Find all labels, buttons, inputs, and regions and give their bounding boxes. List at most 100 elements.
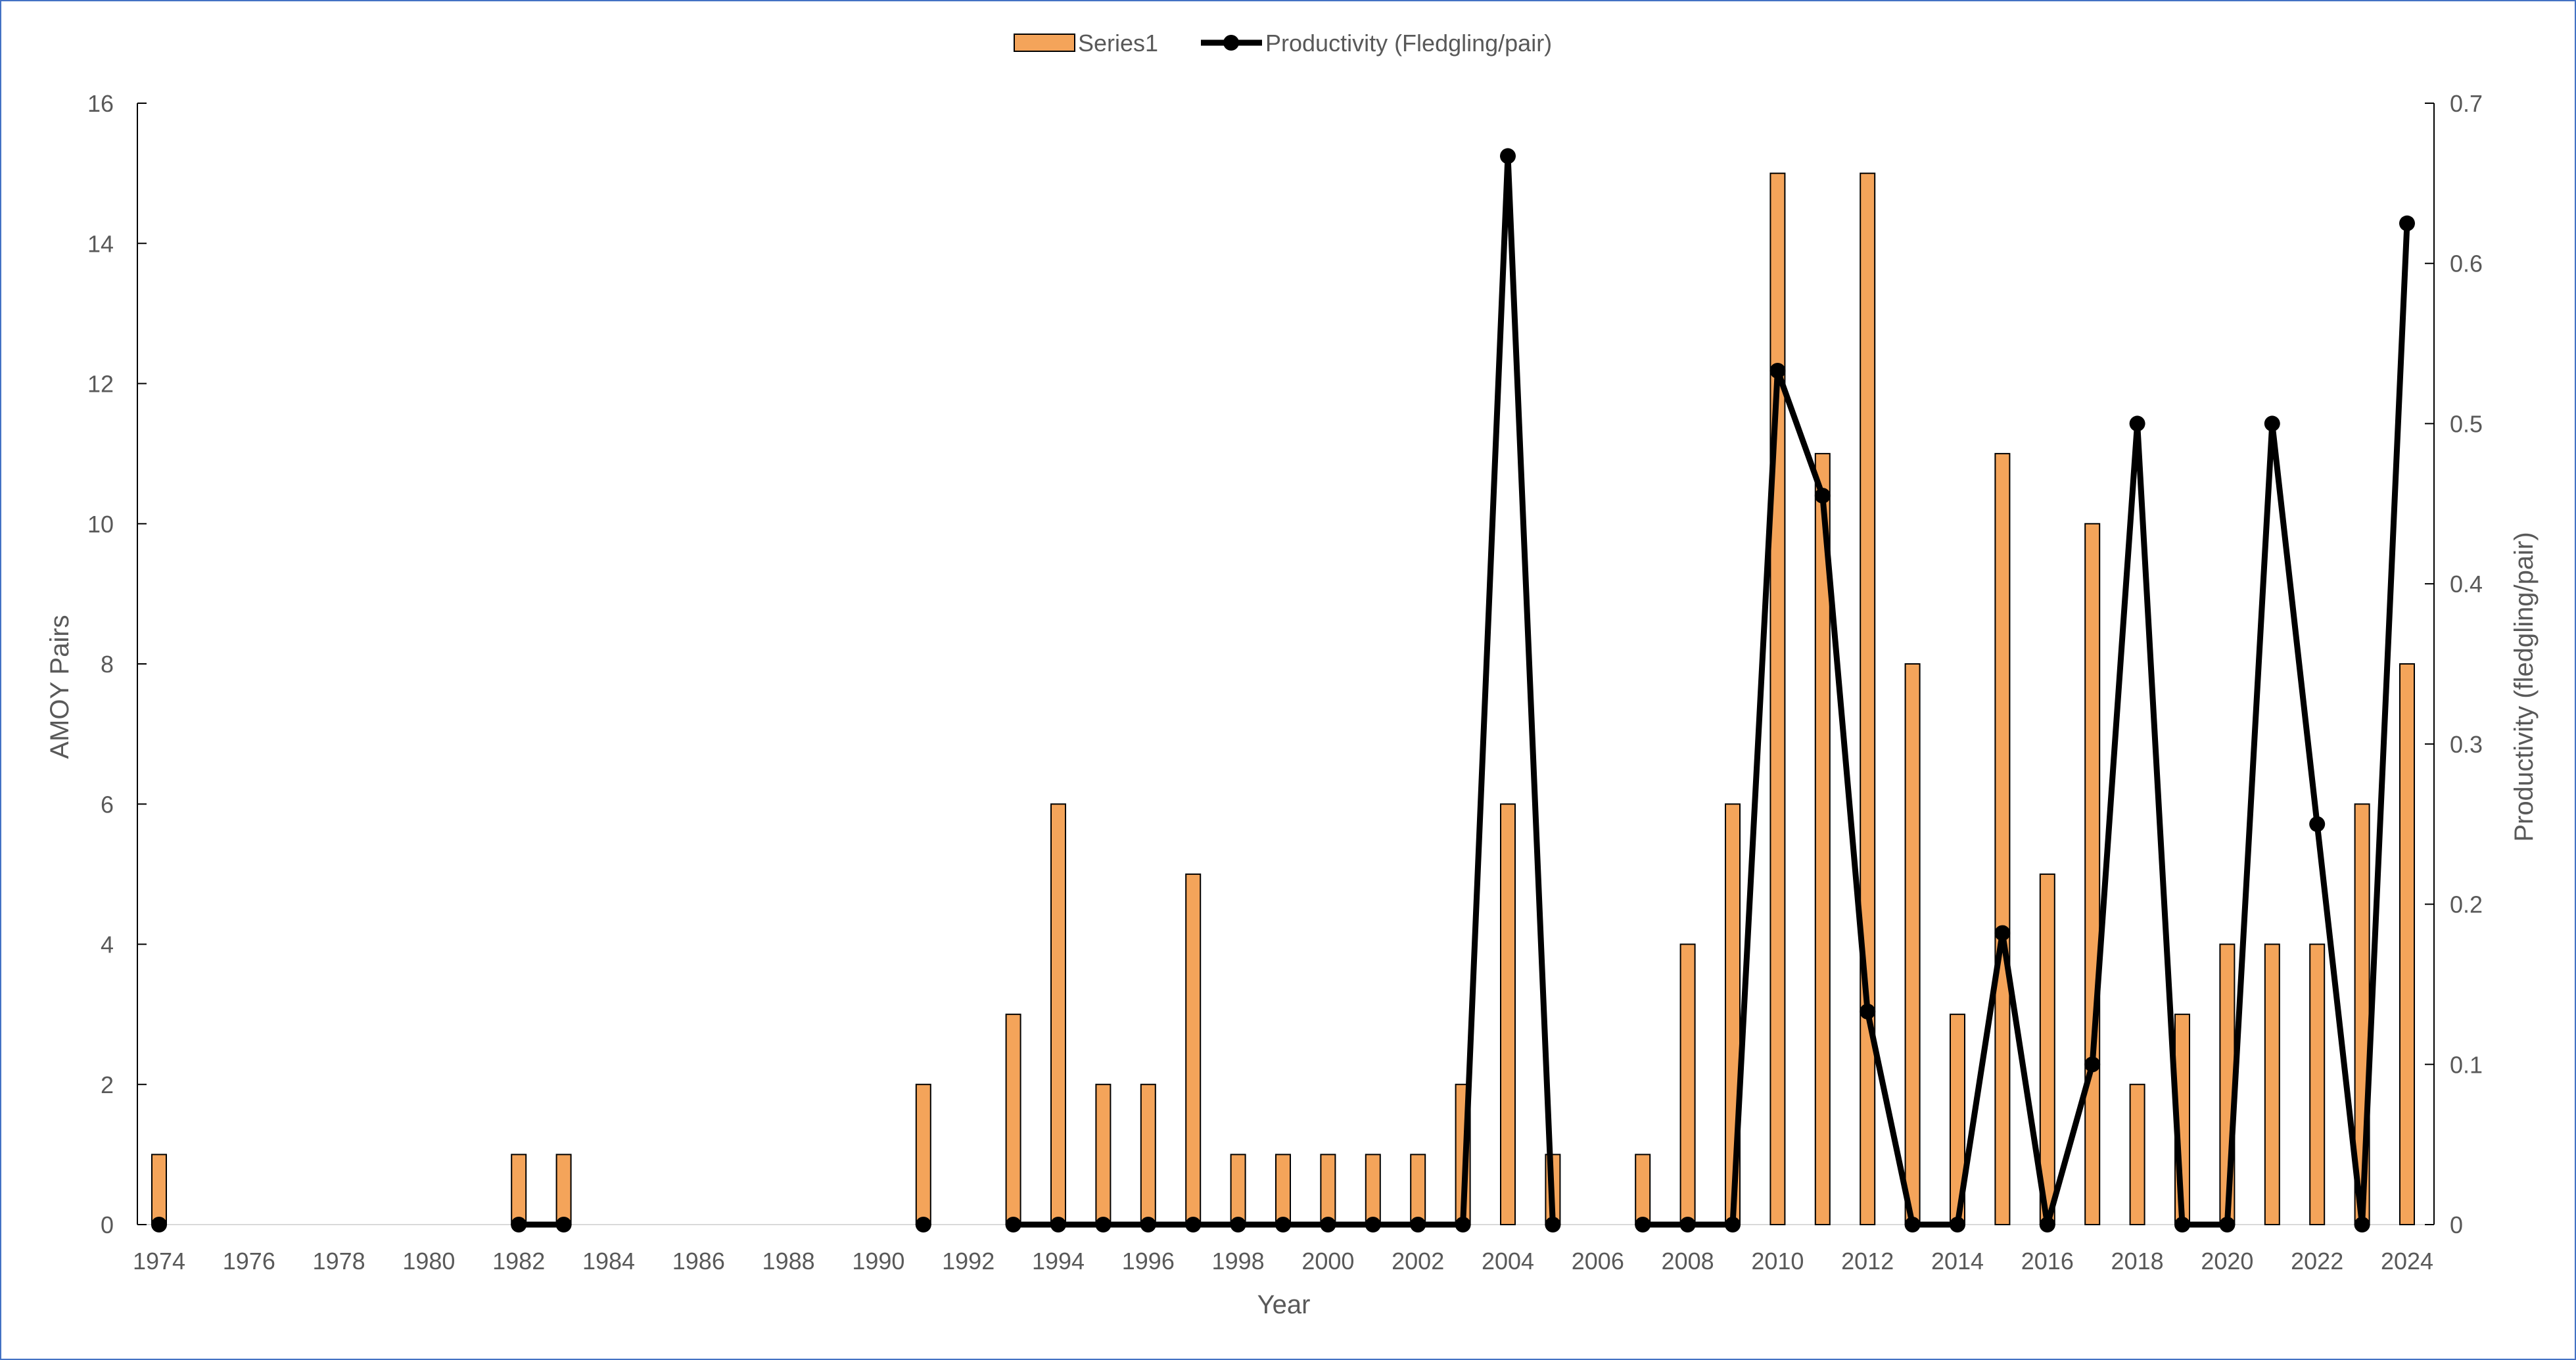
bar [1140, 1083, 1156, 1225]
y-tick-label-right: 0.7 [2450, 90, 2483, 117]
y-tick-label-right: 0.6 [2450, 250, 2483, 277]
x-tick-label: 2008 [1662, 1248, 1714, 1275]
bar [1635, 1154, 1651, 1225]
x-axis-title: Year [1257, 1290, 1311, 1319]
y-tick-label-left: 8 [101, 651, 114, 678]
legend-label-series1: Series1 [1078, 30, 1158, 57]
bar-series [151, 172, 2415, 1225]
line-point [1500, 148, 1516, 164]
line-segment [1013, 152, 1556, 1228]
line-point [915, 1217, 931, 1232]
tick-labels: 0 2 4 6 8 10 12 14 16 0 0.1 0.2 0.3 0.4 0.5 0.6 0.7 1974 1… [87, 90, 2483, 1275]
line-point [1994, 925, 2011, 941]
bar [151, 1154, 167, 1225]
bar [1860, 172, 1876, 1225]
y-tick-label-left: 10 [87, 511, 114, 538]
line-point [1679, 1217, 1696, 1232]
x-tick-label: 1990 [852, 1248, 904, 1275]
line-point [1230, 1217, 1246, 1232]
bar [1814, 453, 1831, 1225]
line-point [1769, 363, 1786, 379]
bar [1904, 663, 1921, 1225]
bar [2264, 943, 2280, 1225]
x-tick-label: 2016 [2021, 1248, 2074, 1275]
line-point [1410, 1217, 1426, 1232]
bar [1185, 873, 1202, 1225]
x-tick-label: 1978 [313, 1248, 365, 1275]
x-tick-label: 2004 [1482, 1248, 1534, 1275]
x-tick-label: 1988 [762, 1248, 815, 1275]
y-tick-label-left: 4 [101, 931, 114, 958]
y-tick-label-left: 16 [87, 90, 114, 117]
line-point [1005, 1217, 1021, 1232]
legend-swatch-series1 [1014, 34, 1075, 52]
x-tick-label: 2000 [1301, 1248, 1354, 1275]
bar [1275, 1154, 1291, 1225]
line-point [511, 1217, 527, 1232]
line-point [1140, 1217, 1156, 1232]
line-point [2309, 816, 2326, 832]
line-point [1950, 1217, 1965, 1232]
bar [511, 1154, 527, 1225]
x-tick-label: 1984 [582, 1248, 635, 1275]
line-point [2399, 215, 2415, 231]
line-point [1365, 1217, 1381, 1232]
bar [2084, 523, 2101, 1225]
x-tick-label: 2024 [2381, 1248, 2433, 1275]
line-point [2084, 1056, 2101, 1073]
line-point [1904, 1217, 1921, 1232]
x-tick-label: 2014 [1931, 1248, 1984, 1275]
x-tick-label: 2022 [2291, 1248, 2343, 1275]
line-series [151, 148, 2415, 1232]
bar [1095, 1083, 1112, 1225]
bar [555, 1154, 572, 1225]
line-point [1275, 1217, 1291, 1232]
x-tick-label: 2010 [1751, 1248, 1804, 1275]
line-point [1455, 1217, 1471, 1232]
y-tick-label-left: 0 [101, 1211, 114, 1238]
y-tick-label-left: 6 [101, 791, 114, 818]
y-tick-label-right: 0.1 [2450, 1051, 2483, 1078]
line-point [2354, 1217, 2370, 1232]
line-point [1185, 1217, 1202, 1232]
bar [1005, 1014, 1021, 1225]
x-tick-label: 1992 [942, 1248, 995, 1275]
bar [1500, 803, 1516, 1225]
legend-swatch-marker [1223, 35, 1239, 51]
line-point [2264, 415, 2280, 432]
line-point [1095, 1217, 1112, 1232]
x-tick-label: 2006 [1572, 1248, 1624, 1275]
x-tick-label: 2020 [2201, 1248, 2253, 1275]
bar [2129, 1083, 2145, 1225]
y-tick-label-right: 0.2 [2450, 891, 2483, 918]
y-tick-label-left: 2 [101, 1071, 114, 1098]
y-axis-title-right: Productivity (fledgling/pair) [2510, 532, 2539, 841]
line-point [2129, 415, 2145, 432]
bar [1679, 943, 1696, 1225]
x-tick-label: 1996 [1122, 1248, 1175, 1275]
y-tick-label-right: 0.3 [2450, 731, 2483, 758]
x-tick-label: 1976 [223, 1248, 275, 1275]
x-tick-label: 2012 [1841, 1248, 1894, 1275]
line-point [1725, 1217, 1741, 1232]
line-segment [1643, 223, 2410, 1228]
line-point [2174, 1217, 2190, 1232]
y-tick-label-left: 14 [87, 230, 114, 257]
bar [2399, 663, 2415, 1225]
bar [915, 1083, 931, 1225]
x-tick-label: 1980 [402, 1248, 455, 1275]
y-tick-label-left: 12 [87, 371, 114, 398]
line-point [1860, 1003, 1876, 1020]
bar [2039, 873, 2055, 1225]
bar [1320, 1154, 1336, 1225]
line-point [1814, 488, 1831, 504]
bar [2309, 943, 2326, 1225]
x-tick-label: 2018 [2111, 1248, 2164, 1275]
bar [1769, 172, 1786, 1225]
line-point [1050, 1217, 1066, 1232]
bar [1410, 1154, 1426, 1225]
x-tick-label: 1974 [133, 1248, 185, 1275]
x-tick-label: 1994 [1032, 1248, 1085, 1275]
